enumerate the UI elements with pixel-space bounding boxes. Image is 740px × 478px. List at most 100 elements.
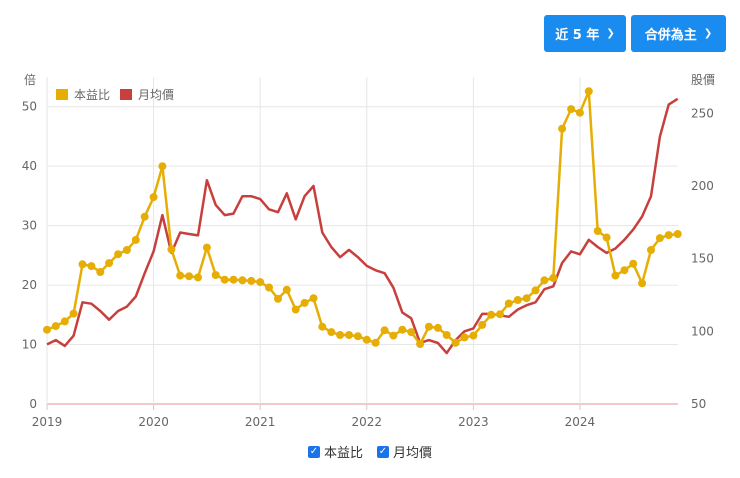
toggle-price-label: 月均價 — [393, 446, 433, 461]
pe-data-point[interactable] — [158, 162, 167, 171]
pe-data-point[interactable] — [96, 268, 105, 276]
pe-data-point[interactable] — [291, 305, 300, 314]
left-tick-label: 30 — [22, 219, 37, 233]
price-series-line — [46, 97, 679, 355]
left-tick-label: 40 — [22, 159, 37, 173]
pe-data-point[interactable] — [176, 271, 185, 280]
pe-data-point[interactable] — [584, 87, 593, 96]
pe-data-point[interactable] — [424, 322, 433, 331]
legend-price-swatch — [120, 89, 132, 100]
pe-data-point[interactable] — [602, 233, 611, 242]
pe-data-point[interactable] — [638, 279, 647, 288]
pe-data-point[interactable] — [51, 322, 60, 331]
pe-data-point[interactable] — [140, 212, 149, 221]
top-legend[interactable]: 本益比 月均價 — [56, 88, 174, 102]
x-tick-label: 2020 — [138, 415, 169, 429]
x-tick-label: 2021 — [245, 415, 276, 429]
pe-data-point[interactable] — [78, 260, 87, 269]
pe-data-point[interactable] — [238, 276, 247, 285]
pe-data-point[interactable] — [469, 331, 478, 340]
pe-data-point[interactable] — [309, 294, 318, 303]
pe-data-point[interactable] — [540, 276, 549, 285]
pe-data-point[interactable] — [256, 278, 265, 287]
pe-data-point[interactable] — [282, 285, 291, 294]
checkbox-checked-icon[interactable]: ✓ — [307, 445, 320, 458]
pe-data-point[interactable] — [131, 235, 140, 244]
pe-data-point[interactable] — [69, 309, 78, 318]
pe-data-point[interactable] — [318, 322, 327, 331]
pe-data-point[interactable] — [300, 298, 309, 307]
right-tick-label: 150 — [691, 252, 714, 266]
pe-data-point[interactable] — [647, 246, 655, 254]
pe-data-point[interactable] — [380, 326, 389, 335]
right-tick-label: 250 — [691, 106, 714, 120]
pe-data-point[interactable] — [345, 331, 353, 339]
range-dropdown-button[interactable]: 近 5 年 ❯ — [544, 15, 626, 52]
pe-data-point[interactable] — [433, 323, 442, 332]
pe-data-point[interactable] — [611, 271, 620, 280]
pe-data-point[interactable] — [389, 331, 398, 340]
left-tick-label: 10 — [22, 338, 37, 352]
pe-data-point[interactable] — [220, 275, 229, 284]
pe-data-point[interactable] — [229, 275, 238, 284]
pe-data-point[interactable] — [149, 193, 158, 202]
pe-data-point[interactable] — [442, 331, 451, 339]
pe-data-point[interactable] — [247, 276, 256, 285]
pe-data-point[interactable] — [549, 274, 558, 282]
legend-pe-swatch — [56, 89, 68, 100]
pe-data-point[interactable] — [43, 325, 51, 334]
pe-data-point[interactable] — [211, 271, 220, 279]
left-tick-label: 20 — [22, 278, 37, 292]
x-tick-label: 2024 — [565, 415, 596, 429]
pe-data-point[interactable] — [558, 124, 567, 133]
pe-data-point[interactable] — [531, 286, 540, 295]
pe-data-point[interactable] — [407, 328, 416, 337]
pe-data-point[interactable] — [194, 273, 202, 282]
pe-data-point[interactable] — [478, 320, 487, 329]
pe-data-point[interactable] — [504, 299, 513, 308]
pe-data-point[interactable] — [593, 227, 602, 235]
toggle-price[interactable]: ✓ 月均價 — [377, 442, 432, 461]
pe-data-point[interactable] — [620, 266, 629, 275]
pe-data-point[interactable] — [185, 272, 194, 281]
pe-data-point[interactable] — [487, 310, 496, 319]
pe-data-point[interactable] — [664, 231, 673, 240]
pe-data-point[interactable] — [274, 294, 282, 303]
pe-data-point[interactable] — [655, 234, 664, 243]
checkbox-checked-icon[interactable]: ✓ — [377, 445, 389, 458]
pe-data-point[interactable] — [522, 294, 531, 303]
pe-data-point[interactable] — [362, 335, 371, 344]
pe-data-point[interactable] — [496, 310, 504, 319]
pe-data-point[interactable] — [629, 259, 638, 268]
report-type-dropdown-button[interactable]: 合併為主 ❯ — [631, 15, 726, 52]
pe-data-point[interactable] — [202, 243, 211, 252]
toggle-pe[interactable]: ✓ 本益比 — [307, 442, 363, 461]
chevron-down-icon: ❯ — [703, 28, 713, 39]
pe-data-point[interactable] — [673, 230, 682, 238]
pe-data-point[interactable] — [336, 331, 345, 339]
pe-data-point[interactable] — [167, 245, 176, 254]
pe-data-point[interactable] — [105, 259, 114, 268]
pe-data-point[interactable] — [114, 250, 123, 259]
toggle-pe-label: 本益比 — [323, 446, 363, 461]
left-tick-label: 50 — [22, 100, 37, 114]
right-tick-label: 200 — [691, 179, 714, 193]
pe-data-point[interactable] — [567, 105, 576, 114]
pe-data-point[interactable] — [87, 262, 96, 271]
pe-data-point[interactable] — [460, 333, 469, 342]
pe-data-point[interactable] — [122, 246, 131, 254]
pe-data-point[interactable] — [327, 328, 336, 337]
report-type-label: 合併為主 — [644, 28, 697, 43]
pe-data-point[interactable] — [398, 325, 407, 334]
pe-data-point[interactable] — [265, 283, 273, 292]
pe-data-point[interactable] — [451, 338, 460, 347]
pe-data-point[interactable] — [353, 332, 362, 341]
pe-data-point[interactable] — [513, 296, 522, 304]
range-label: 近 5 年 — [555, 28, 600, 43]
pe-data-point[interactable] — [60, 317, 69, 326]
pe-data-point[interactable] — [575, 108, 584, 117]
left-axis-title: 倍 — [24, 72, 36, 87]
pe-data-point[interactable] — [416, 340, 425, 348]
pe-data-point[interactable] — [371, 338, 380, 347]
